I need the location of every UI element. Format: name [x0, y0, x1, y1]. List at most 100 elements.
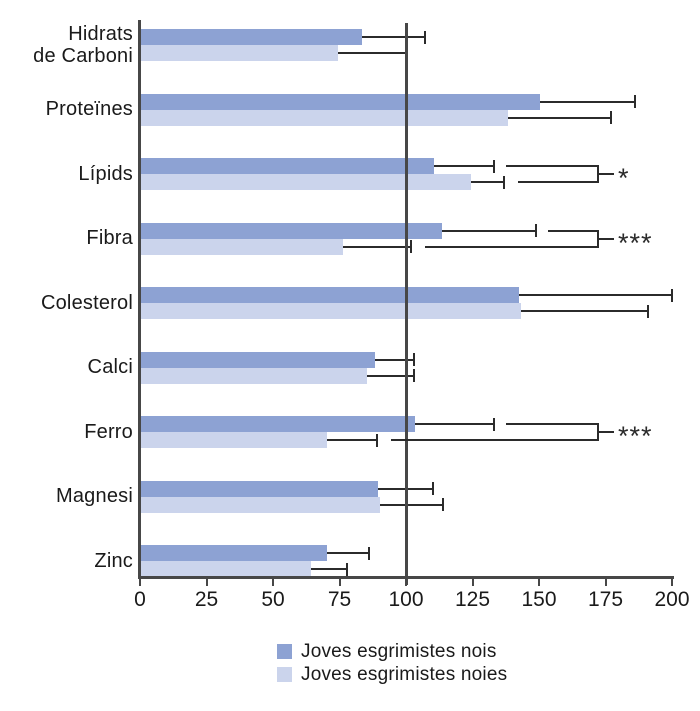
- x-tick-label: 150: [521, 588, 557, 611]
- significance-bracket-top: [505, 165, 599, 167]
- legend-item-noies: Joves esgrimistes noies: [277, 664, 507, 685]
- bar-noies: [141, 561, 312, 577]
- bar-nois: [141, 222, 442, 239]
- error-bar-line: [361, 36, 425, 38]
- error-bar-cap: [503, 175, 506, 189]
- x-tick-label: 25: [194, 588, 219, 611]
- significance-bracket-bottom: [425, 245, 599, 248]
- x-tick: [471, 579, 474, 586]
- x-tick-label: 200: [654, 588, 690, 611]
- error-bar-line: [327, 439, 377, 441]
- error-bar-line: [508, 116, 611, 119]
- significance-bracket-dash: [599, 237, 614, 240]
- category-label: Fibra: [86, 227, 133, 250]
- error-bar-line: [311, 568, 348, 570]
- y-axis: [138, 20, 141, 579]
- x-axis: [138, 576, 674, 579]
- error-bar-line: [343, 245, 412, 248]
- bar-nois: [141, 287, 519, 303]
- error-bar-line: [414, 423, 494, 425]
- x-tick-label: 175: [587, 588, 624, 611]
- significance-bracket-vertical: [597, 229, 599, 248]
- category-label: Zinc: [94, 549, 133, 572]
- legend: Joves esgrimistes nois Joves esgrimistes…: [277, 641, 507, 685]
- x-tick: [205, 579, 208, 586]
- category-label: Calci: [87, 356, 133, 379]
- category-label: Lípids: [78, 162, 133, 185]
- significance-bracket-vertical: [597, 165, 599, 183]
- bar-nois: [141, 545, 328, 561]
- bar-nois: [141, 480, 378, 497]
- legend-label-noies: Joves esgrimistes noies: [301, 663, 508, 685]
- significance-bracket-dash: [599, 431, 614, 433]
- error-bar-cap: [346, 562, 349, 576]
- x-tick: [405, 579, 407, 586]
- legend-swatch-noies-icon: [277, 667, 292, 682]
- category-label: Colesterol: [40, 291, 133, 314]
- legend-swatch-nois-icon: [277, 644, 292, 659]
- legend-label-nois: Joves esgrimistes nois: [301, 640, 497, 662]
- error-bar-line: [367, 374, 414, 377]
- error-bar-cap: [442, 498, 445, 511]
- significance-star: ***: [618, 227, 653, 258]
- bar-noies: [141, 303, 522, 319]
- significance-bracket-bottom: [390, 439, 599, 441]
- bar-noies: [141, 496, 381, 513]
- category-label: Proteïnes: [45, 98, 133, 121]
- error-bar-line: [540, 100, 635, 103]
- significance-bracket-bottom: [518, 181, 599, 183]
- error-bar-line: [337, 52, 406, 54]
- error-bar-line: [375, 358, 414, 361]
- bar-noies: [141, 238, 344, 255]
- error-bar-cap: [647, 304, 650, 318]
- error-bar-line: [521, 310, 649, 312]
- bar-noies: [141, 174, 471, 190]
- x-tick: [272, 579, 274, 586]
- bar-nois: [141, 416, 415, 432]
- x-tick: [604, 579, 607, 586]
- error-bar-cap: [492, 159, 495, 173]
- bar-nois: [141, 29, 362, 45]
- x-tick: [538, 579, 540, 586]
- bar-noies: [141, 109, 509, 126]
- significance-star: *: [618, 163, 630, 193]
- error-bar-line: [433, 165, 494, 167]
- error-bar-cap: [492, 417, 495, 431]
- error-bar-cap: [671, 288, 673, 302]
- x-tick: [139, 579, 141, 586]
- significance-bracket-vertical: [597, 423, 599, 441]
- x-tick-label: 75: [327, 588, 352, 611]
- error-bar-cap: [412, 353, 415, 366]
- significance-bracket-dash: [599, 173, 614, 175]
- bar-noies: [141, 45, 338, 61]
- error-bar-cap: [375, 433, 378, 447]
- bar-noies: [141, 367, 368, 384]
- x-tick-label: 100: [388, 588, 424, 611]
- error-bar-line: [470, 181, 505, 183]
- x-tick-label: 0: [134, 588, 146, 611]
- bar-nois: [141, 351, 376, 368]
- error-bar-line: [441, 229, 537, 232]
- error-bar-cap: [367, 546, 370, 560]
- error-bar-line: [380, 503, 444, 506]
- error-bar-cap: [609, 111, 612, 124]
- significance-bracket-top: [548, 229, 599, 232]
- category-label: Magnesi: [56, 485, 133, 508]
- bar-noies: [141, 432, 328, 448]
- error-bar-line: [327, 552, 369, 554]
- error-bar-line: [518, 294, 672, 296]
- bar-nois: [141, 93, 540, 110]
- category-label: Ferro: [84, 420, 133, 443]
- legend-item-nois: Joves esgrimistes nois: [277, 641, 507, 662]
- error-bar-cap: [410, 240, 413, 253]
- error-bar-cap: [633, 95, 636, 108]
- category-label: Hidrats de Carboni: [33, 22, 133, 67]
- bar-nois: [141, 158, 434, 174]
- error-bar-cap: [535, 224, 538, 237]
- x-tick: [338, 579, 341, 586]
- significance-star: ***: [618, 421, 653, 451]
- error-bar-cap: [423, 30, 426, 44]
- x-tick-label: 50: [261, 588, 285, 611]
- reference-line: [404, 23, 408, 585]
